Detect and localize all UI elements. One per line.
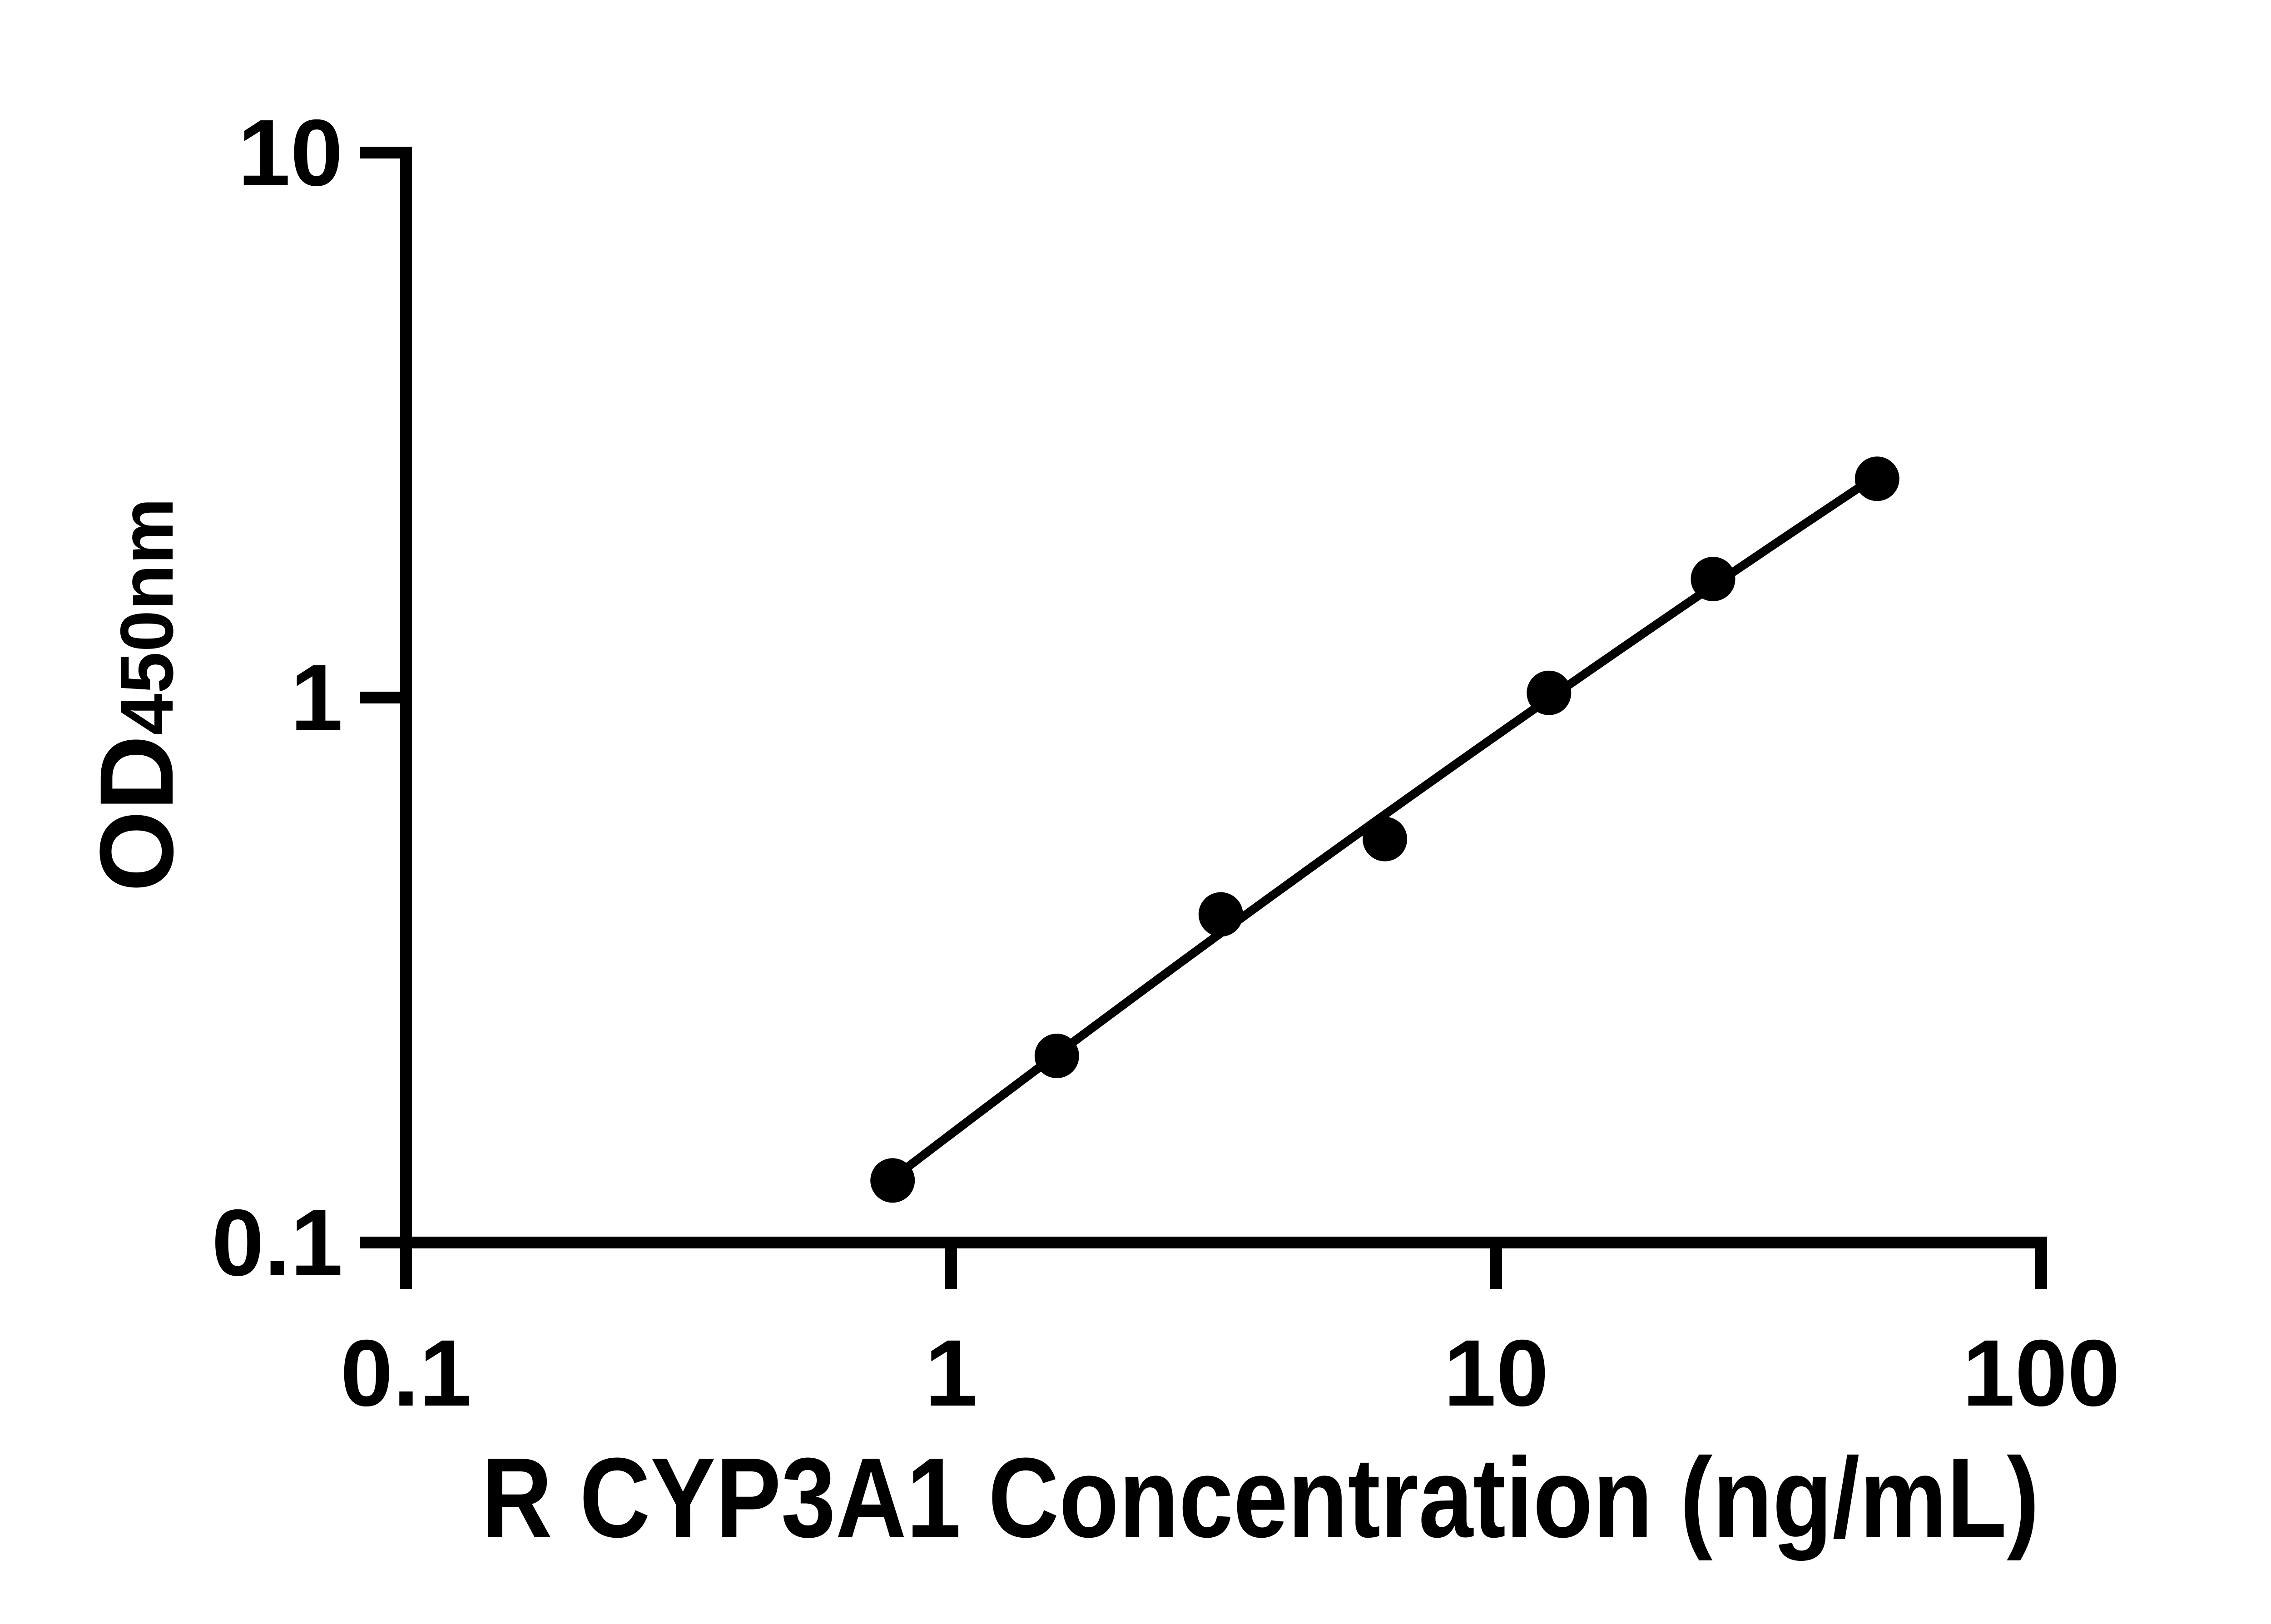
data-point (1034, 1034, 1079, 1079)
x-tick-label: 0.1 (340, 1321, 471, 1426)
x-tick-label: 10 (1443, 1321, 1548, 1426)
x-axis-title: R CYP3A1 Concentration (ng/mL) (481, 1434, 2039, 1561)
y-tick-label: 0.1 (212, 1190, 343, 1296)
y-tick-label: 10 (238, 100, 343, 206)
x-tick-label: 100 (1962, 1321, 2120, 1426)
data-point (1854, 456, 1899, 501)
data-point (870, 1158, 915, 1203)
data-point (1691, 557, 1735, 601)
data-point (1363, 817, 1408, 862)
data-point (1527, 670, 1572, 715)
y-axis-title: OD450nm (78, 498, 195, 892)
axes-layer: 0.1 1 10 100 0.1 1 10 (212, 100, 2120, 1426)
x-tick-label: 1 (925, 1321, 977, 1426)
series-layer (870, 456, 1899, 1203)
data-point (1198, 892, 1243, 937)
y-axis-title-subscript: 450nm (105, 498, 188, 735)
y-tick-label: 1 (290, 645, 343, 751)
y-axis-title-main: OD (78, 735, 195, 892)
